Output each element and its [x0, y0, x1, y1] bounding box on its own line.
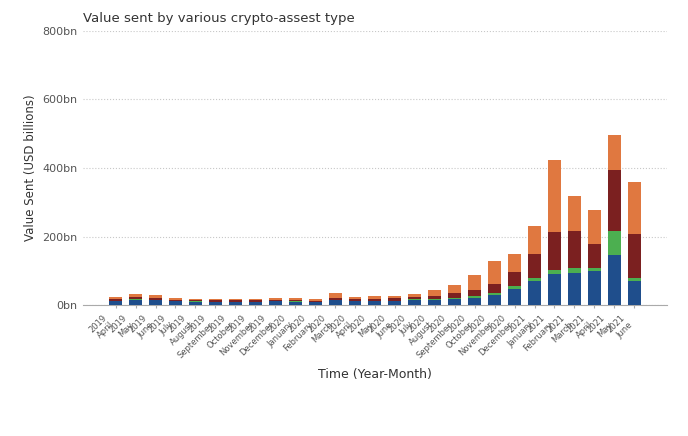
Bar [269, 298, 281, 300]
Bar [628, 182, 641, 234]
Bar [369, 299, 381, 301]
Bar [229, 300, 241, 302]
Bar [309, 301, 321, 302]
Bar [429, 300, 441, 305]
Bar [608, 135, 621, 170]
Bar [608, 170, 621, 232]
Bar [149, 295, 162, 298]
Bar [449, 298, 461, 299]
Bar [429, 299, 441, 300]
Bar [389, 301, 401, 305]
Bar [129, 296, 142, 299]
Bar [129, 299, 142, 300]
Bar [409, 300, 421, 305]
Bar [548, 232, 561, 270]
Bar [269, 300, 281, 301]
Bar [449, 299, 461, 305]
Bar [429, 290, 441, 296]
Bar [169, 300, 182, 301]
Bar [349, 301, 361, 305]
Bar [149, 298, 162, 300]
Bar [289, 300, 301, 301]
Bar [488, 295, 501, 305]
Bar [528, 278, 541, 281]
Bar [429, 296, 441, 299]
Bar [548, 270, 561, 274]
Bar [149, 300, 162, 305]
Bar [528, 281, 541, 305]
Bar [628, 279, 641, 281]
Bar [189, 302, 202, 305]
Bar [548, 274, 561, 305]
Bar [568, 196, 581, 231]
Bar [249, 300, 261, 302]
Bar [588, 210, 601, 244]
Bar [349, 299, 361, 301]
Bar [169, 298, 182, 300]
Bar [409, 294, 421, 296]
Bar [449, 285, 461, 293]
Y-axis label: Value Sent (USD billions): Value Sent (USD billions) [24, 95, 37, 241]
Bar [229, 299, 241, 300]
Bar [329, 298, 341, 300]
Bar [449, 293, 461, 298]
Bar [369, 301, 381, 305]
Bar [129, 300, 142, 305]
Bar [209, 300, 222, 302]
Bar [508, 254, 521, 272]
Bar [269, 301, 281, 305]
Bar [568, 272, 581, 305]
Bar [528, 254, 541, 278]
Bar [189, 300, 202, 301]
Bar [389, 296, 401, 298]
Bar [608, 232, 621, 255]
Bar [249, 299, 261, 300]
Bar [129, 293, 142, 296]
Bar [628, 234, 641, 279]
Bar [349, 296, 361, 299]
Bar [289, 302, 301, 305]
Bar [488, 293, 501, 295]
Bar [508, 289, 521, 305]
X-axis label: Time (Year-Month): Time (Year-Month) [318, 368, 432, 381]
Bar [588, 244, 601, 268]
Bar [488, 284, 501, 293]
Bar [249, 302, 261, 305]
Bar [469, 290, 481, 296]
Bar [109, 297, 122, 300]
Bar [469, 275, 481, 290]
Bar [229, 302, 241, 305]
Bar [109, 300, 122, 301]
Bar [488, 261, 501, 284]
Bar [189, 299, 202, 300]
Text: Value sent by various crypto-assest type: Value sent by various crypto-assest type [83, 12, 354, 25]
Bar [568, 269, 581, 272]
Bar [389, 298, 401, 301]
Bar [588, 271, 601, 305]
Bar [568, 231, 581, 269]
Bar [469, 298, 481, 305]
Bar [209, 302, 222, 305]
Bar [508, 272, 521, 286]
Bar [409, 296, 421, 300]
Bar [369, 296, 381, 299]
Bar [169, 301, 182, 305]
Bar [628, 281, 641, 305]
Bar [528, 226, 541, 254]
Bar [209, 299, 222, 300]
Bar [109, 301, 122, 305]
Bar [608, 255, 621, 305]
Bar [588, 268, 601, 271]
Bar [329, 300, 341, 305]
Bar [309, 302, 321, 305]
Bar [548, 160, 561, 232]
Bar [469, 296, 481, 298]
Bar [309, 300, 321, 301]
Bar [329, 293, 341, 298]
Bar [508, 286, 521, 289]
Bar [289, 298, 301, 300]
